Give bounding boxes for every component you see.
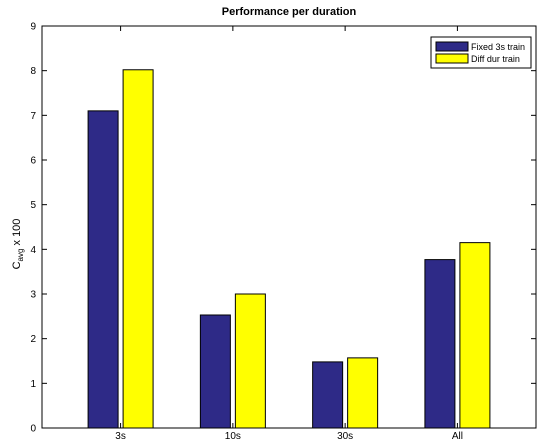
y-axis-label-sub: avg <box>16 249 25 262</box>
legend-swatch <box>435 53 469 64</box>
x-axis-ticks: 3s 10s 30s All <box>115 26 463 441</box>
bar-fixed-30s <box>312 361 344 429</box>
bar-diff-10s <box>234 293 266 429</box>
bar-fixed-all <box>424 259 456 429</box>
x-tick-label: 3s <box>115 431 126 441</box>
y-axis-label-main: C <box>11 261 23 269</box>
bar-diff-all <box>459 242 491 429</box>
y-axis-label: Cavg x 100 <box>11 219 25 270</box>
bar-diff-30s <box>347 357 379 429</box>
y-tick-label: 8 <box>30 66 36 77</box>
y-tick-label: 4 <box>30 245 36 256</box>
bar-diff-3s <box>122 69 154 429</box>
legend-swatch <box>435 41 469 52</box>
y-tick-label: 6 <box>30 156 36 167</box>
svg-text:Cavg x 100: Cavg x 100 <box>11 219 25 270</box>
legend-label: Diff dur train <box>471 54 520 64</box>
y-tick-label: 2 <box>30 334 36 345</box>
legend: Fixed 3s train Diff dur train <box>430 36 532 69</box>
y-tick-label: 0 <box>30 424 36 435</box>
x-tick-label: All <box>452 431 463 441</box>
y-axis-label-suffix: x 100 <box>11 219 23 249</box>
y-tick-label: 9 <box>30 22 36 33</box>
y-tick-label: 3 <box>30 290 36 301</box>
y-tick-label: 5 <box>30 200 36 211</box>
bar-fixed-3s <box>87 110 119 429</box>
x-tick-label: 10s <box>225 431 241 441</box>
bar-fixed-10s <box>199 314 231 429</box>
x-tick-label: 30s <box>337 431 353 441</box>
y-tick-label: 1 <box>30 379 36 390</box>
legend-label: Fixed 3s train <box>471 42 525 52</box>
bars-group <box>87 69 491 429</box>
plot-area-frame <box>41 25 537 429</box>
y-tick-label: 7 <box>30 111 36 122</box>
chart-title: Performance per duration <box>222 6 357 18</box>
